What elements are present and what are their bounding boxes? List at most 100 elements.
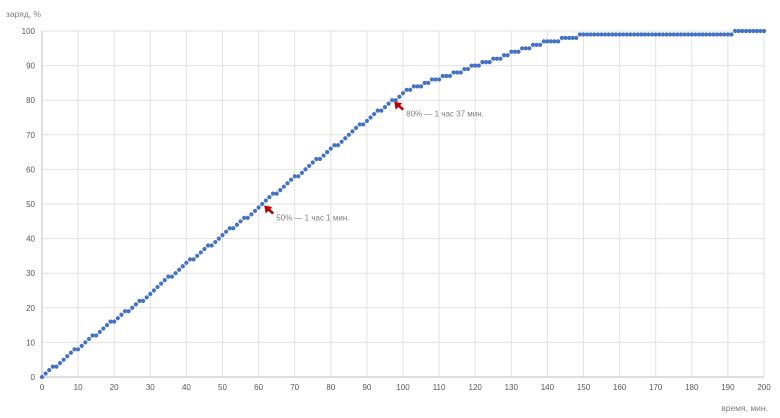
data-point <box>346 132 351 137</box>
x-tick-label: 10 <box>74 383 83 392</box>
data-point <box>296 174 301 179</box>
data-point <box>556 39 561 44</box>
data-point <box>159 281 164 286</box>
data-point <box>227 226 232 231</box>
data-point <box>689 32 694 37</box>
data-point <box>527 46 532 51</box>
data-point <box>581 32 586 37</box>
data-point <box>368 115 373 120</box>
data-point <box>552 39 557 44</box>
data-point <box>566 35 572 41</box>
data-point <box>173 271 178 276</box>
data-point <box>375 108 380 113</box>
data-point <box>180 264 185 269</box>
data-point <box>437 77 442 82</box>
data-point <box>617 32 622 37</box>
data-point <box>498 56 503 61</box>
data-point <box>148 291 153 297</box>
data-point <box>447 73 453 79</box>
data-point <box>725 32 731 37</box>
data-point <box>653 32 658 37</box>
data-point <box>86 336 92 342</box>
data-point <box>242 215 247 220</box>
data-point <box>714 32 720 37</box>
annotation-arrow-head <box>394 101 403 110</box>
data-point <box>184 260 189 265</box>
data-point <box>267 194 272 200</box>
x-tick-label: 180 <box>685 383 699 392</box>
data-point <box>501 53 507 58</box>
data-point <box>151 288 157 293</box>
data-point <box>588 32 593 37</box>
data-point <box>635 32 640 37</box>
data-point <box>603 32 608 37</box>
y-tick-label: 0 <box>31 373 36 382</box>
data-point <box>224 229 229 234</box>
data-point <box>115 316 120 321</box>
data-point <box>112 319 117 324</box>
data-point <box>469 63 474 68</box>
data-point <box>408 87 413 92</box>
data-point <box>675 32 680 37</box>
data-point <box>202 246 207 252</box>
data-point <box>455 70 460 75</box>
x-tick-label: 160 <box>613 383 627 392</box>
annotation: 80% — 1 час 37 мин. <box>394 101 484 119</box>
data-point <box>465 66 471 72</box>
data-point <box>137 298 142 303</box>
data-point <box>649 32 655 37</box>
data-point <box>758 28 763 34</box>
data-point <box>610 32 615 37</box>
grid <box>42 30 765 377</box>
data-point <box>50 364 55 369</box>
data-point <box>307 163 312 169</box>
data-point <box>505 53 510 58</box>
data-point <box>570 35 575 41</box>
data-point <box>393 98 398 103</box>
data-point <box>101 326 106 331</box>
data-point <box>353 125 359 130</box>
data-point <box>220 233 225 238</box>
data-point <box>509 49 514 54</box>
data-point <box>538 42 543 47</box>
x-tick-label: 60 <box>254 383 263 392</box>
data-point <box>577 32 582 37</box>
data-point <box>68 350 73 355</box>
data-point <box>631 32 637 37</box>
data-point <box>357 122 362 127</box>
data-point <box>216 236 221 241</box>
data-point <box>711 32 716 37</box>
data-point <box>382 105 388 110</box>
data-point <box>119 312 124 317</box>
data-point <box>678 32 684 37</box>
data-point <box>379 108 384 113</box>
x-tick-label: 70 <box>290 383 299 392</box>
data-point <box>155 284 160 290</box>
data-point <box>231 226 236 231</box>
data-point <box>372 111 377 117</box>
data-point <box>256 205 261 210</box>
data-point <box>285 181 290 186</box>
data-point <box>169 274 175 279</box>
x-tick-label: 150 <box>577 383 591 392</box>
data-point <box>657 32 662 37</box>
data-point <box>83 340 88 345</box>
data-point <box>682 32 687 37</box>
data-point <box>516 49 521 54</box>
data-point <box>740 28 745 34</box>
x-tick-label: 80 <box>326 383 335 392</box>
data-point <box>209 243 214 248</box>
y-tick-label: 60 <box>26 165 35 174</box>
data-point <box>249 212 254 217</box>
data-point <box>140 298 146 303</box>
data-point <box>317 156 323 162</box>
data-point <box>747 28 752 34</box>
data-point <box>303 167 308 172</box>
y-tick-label: 10 <box>26 338 35 347</box>
data-point <box>335 143 341 148</box>
data-point <box>483 60 489 65</box>
data-point <box>585 32 590 37</box>
data-point <box>444 73 449 79</box>
data-point <box>418 84 424 89</box>
data-point <box>613 32 619 37</box>
